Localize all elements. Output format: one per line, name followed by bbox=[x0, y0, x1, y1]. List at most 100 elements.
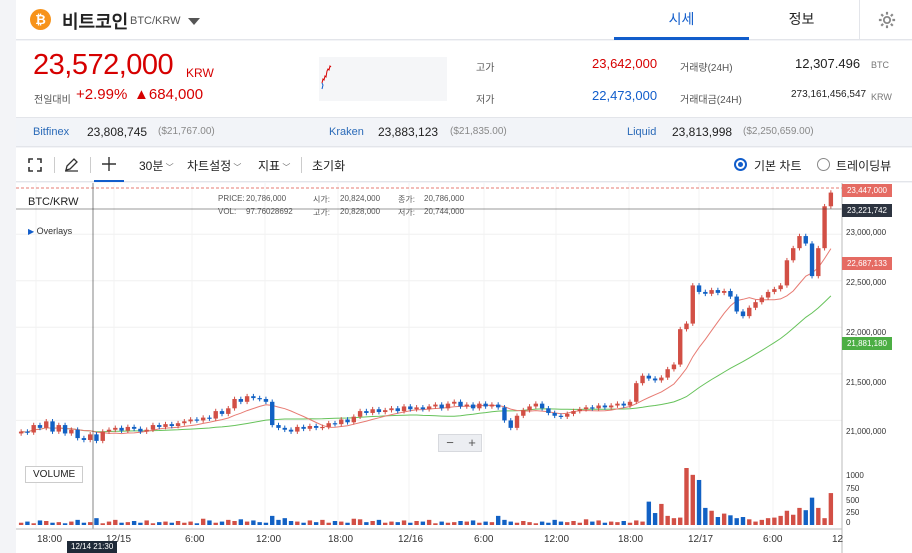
candle bbox=[175, 423, 181, 426]
candle bbox=[558, 415, 564, 417]
candle bbox=[621, 403, 626, 406]
y-axis-tick: 22,500,000 bbox=[846, 278, 887, 287]
coin-header: ₿ 비트코인 BTC/KRW 시세 정보 bbox=[16, 0, 912, 40]
volume-bar bbox=[320, 519, 325, 525]
volume-bar bbox=[339, 521, 344, 525]
candle bbox=[464, 404, 469, 407]
candle bbox=[546, 408, 551, 413]
candle bbox=[31, 425, 36, 433]
zoom-out-button[interactable]: − bbox=[446, 435, 454, 450]
candle bbox=[709, 290, 714, 294]
trade-value-label: 거래대금(24H) bbox=[680, 95, 742, 106]
candle bbox=[18, 431, 24, 434]
tradingview-radio[interactable] bbox=[817, 158, 830, 171]
candle bbox=[477, 403, 482, 409]
candle bbox=[194, 419, 200, 421]
candle bbox=[200, 417, 206, 421]
coin-select-chevron-down-icon[interactable] bbox=[188, 18, 200, 25]
x-axis-tick: 18:00 bbox=[328, 534, 354, 545]
volume-bar bbox=[709, 510, 714, 525]
x-axis-tick: 6:00 bbox=[185, 534, 205, 545]
pencil-icon[interactable] bbox=[64, 157, 79, 172]
tradingview-label[interactable]: 트레이딩뷰 bbox=[836, 159, 892, 173]
x-axis-tick: 12/17 bbox=[688, 534, 714, 545]
candle bbox=[50, 421, 55, 432]
low-price: 22,473,000 bbox=[592, 88, 658, 103]
volume-bar bbox=[37, 520, 43, 525]
crosshair-tool[interactable] bbox=[94, 148, 124, 182]
change-percent: +2.99% bbox=[76, 86, 128, 103]
volume-bar bbox=[464, 521, 469, 525]
volume-bar bbox=[226, 519, 231, 525]
volume-bar bbox=[747, 519, 752, 525]
y-axis-tick: 22,000,000 bbox=[846, 328, 887, 337]
volume-bar bbox=[295, 521, 300, 525]
overlays-toggle[interactable]: ▶ Overlays bbox=[28, 226, 72, 236]
volume-tick: 500 bbox=[846, 496, 860, 505]
candle bbox=[797, 236, 802, 249]
candle bbox=[370, 409, 375, 413]
chevron-down-icon: ﹀ bbox=[280, 163, 291, 172]
candle bbox=[263, 399, 269, 402]
candle bbox=[282, 427, 287, 430]
candle bbox=[100, 431, 105, 441]
tab-info[interactable]: 정보 bbox=[788, 11, 815, 27]
basic-chart-radio[interactable] bbox=[734, 158, 747, 171]
candle bbox=[615, 403, 620, 406]
volume-bar bbox=[44, 521, 49, 525]
reset-button[interactable]: 초기화 bbox=[312, 159, 346, 173]
candle bbox=[828, 192, 834, 207]
candle bbox=[765, 291, 771, 298]
candle bbox=[345, 419, 350, 423]
basic-chart-label[interactable]: 기본 차트 bbox=[754, 159, 802, 173]
tab-quote[interactable]: 시세 bbox=[614, 0, 749, 40]
candle bbox=[565, 413, 570, 417]
divider bbox=[90, 157, 91, 173]
candle bbox=[351, 416, 357, 423]
ma-short-line bbox=[21, 248, 832, 435]
volume-bar bbox=[495, 515, 501, 525]
candle bbox=[608, 405, 614, 408]
candle bbox=[577, 409, 582, 412]
candle bbox=[81, 438, 87, 440]
candle bbox=[408, 406, 413, 410]
ma-long-line bbox=[21, 295, 832, 433]
indicators-menu[interactable]: 지표 ﹀ bbox=[258, 157, 290, 174]
x-axis-tick: 12/16 bbox=[398, 534, 424, 545]
interval-select[interactable]: 30분 ﹀ bbox=[139, 157, 174, 174]
candle bbox=[276, 425, 281, 428]
last-price-badge: 23,221,742 bbox=[842, 204, 892, 217]
volume-label: VOLUME bbox=[25, 466, 84, 483]
price-summary: 23,572,000 KRW 전일대비 +2.99% ▲684,000 고가 2… bbox=[16, 41, 912, 117]
volume-bar bbox=[809, 497, 815, 525]
volume-bar bbox=[696, 479, 702, 525]
ohlc-open: 20,824,000 bbox=[340, 194, 381, 203]
candle bbox=[119, 427, 124, 431]
candle bbox=[627, 401, 633, 406]
candle bbox=[652, 378, 658, 381]
volume-bars bbox=[18, 468, 834, 525]
volume-bar bbox=[395, 522, 400, 525]
candle bbox=[778, 285, 783, 290]
volume-bar bbox=[270, 515, 275, 525]
fullscreen-icon[interactable] bbox=[28, 158, 42, 172]
exchange-name: Bitfinex bbox=[33, 126, 70, 138]
candle bbox=[25, 431, 30, 433]
candle bbox=[332, 423, 338, 425]
ohlc-vol-label: VOL: bbox=[218, 207, 237, 216]
candle bbox=[244, 396, 250, 402]
volume-bar bbox=[75, 519, 80, 525]
zoom-in-button[interactable]: + bbox=[468, 435, 476, 450]
volume-unit: BTC bbox=[871, 60, 889, 70]
gear-icon[interactable] bbox=[878, 11, 896, 29]
volume-bar bbox=[433, 523, 438, 525]
volume-bar bbox=[784, 510, 790, 525]
volume-bar bbox=[81, 522, 87, 525]
volume-bar bbox=[232, 521, 237, 525]
candlestick-chart[interactable] bbox=[16, 183, 912, 553]
divider bbox=[301, 157, 302, 173]
volume-bar bbox=[721, 513, 727, 525]
volume-bar bbox=[477, 522, 482, 525]
chart-settings-menu[interactable]: 차트설정 ﹀ bbox=[187, 157, 241, 174]
price-chart[interactable]: BTC/KRW ▶ Overlays PRICE: 20,786,000 시가:… bbox=[16, 183, 912, 553]
